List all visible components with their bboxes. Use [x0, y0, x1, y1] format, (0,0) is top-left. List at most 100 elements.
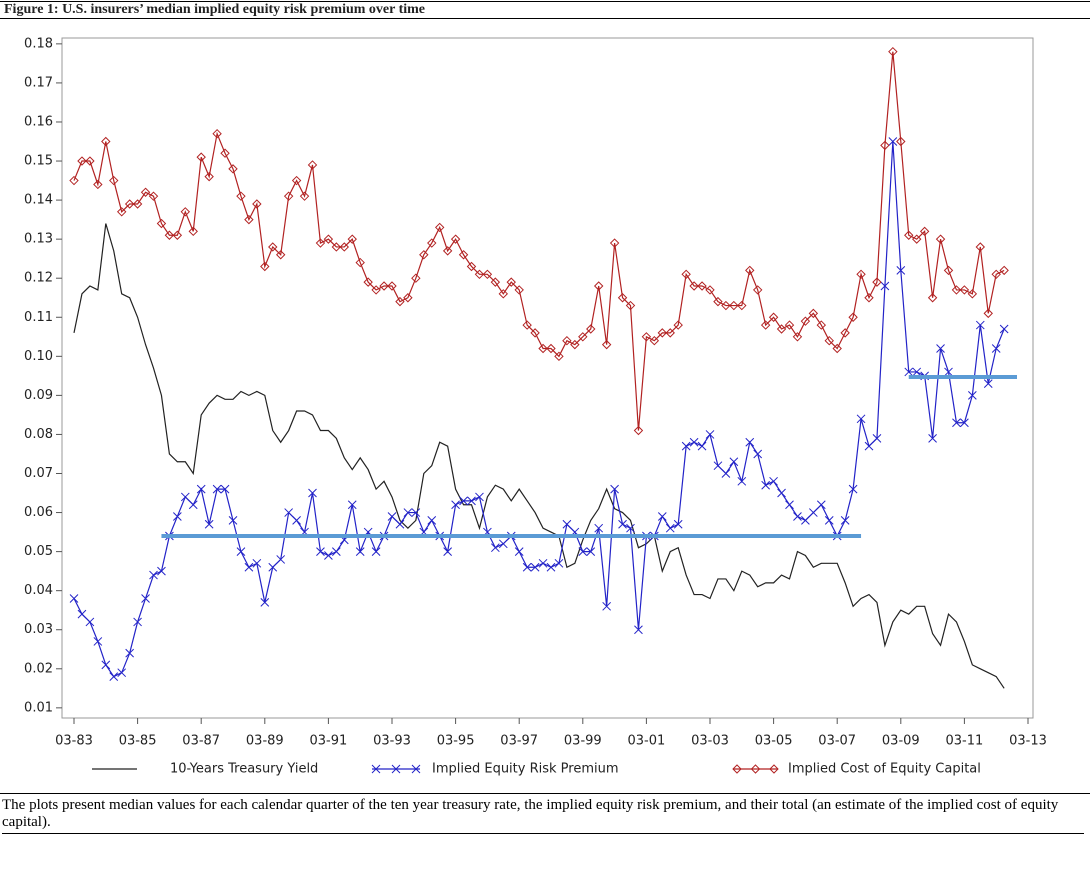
x-tick-label: 03-85 [119, 734, 157, 749]
series-line [73, 51, 1005, 431]
point-marker [657, 512, 667, 521]
point-marker [149, 570, 158, 580]
point-marker [816, 320, 827, 330]
point-marker [586, 324, 596, 334]
y-tick-label: 0.05 [24, 544, 53, 559]
y-tick-label: 0.18 [24, 36, 53, 51]
point-marker [490, 277, 501, 287]
point-marker [522, 562, 532, 572]
point-marker [975, 320, 985, 330]
point-marker [721, 300, 731, 311]
point-marker [602, 601, 612, 611]
point-marker [347, 500, 357, 510]
point-marker [546, 562, 556, 572]
point-marker [347, 234, 357, 244]
point-marker [554, 351, 564, 362]
point-marker [538, 343, 548, 354]
point-marker [729, 300, 739, 311]
legend-marker [750, 764, 761, 774]
point-marker [212, 484, 222, 494]
point-marker [276, 555, 286, 564]
point-marker [617, 293, 628, 303]
point-marker [776, 324, 787, 334]
point-marker [371, 285, 381, 295]
point-marker [641, 332, 652, 342]
point-marker [140, 187, 151, 197]
point-marker [944, 367, 953, 377]
point-marker [911, 234, 922, 244]
x-tick-label: 03-91 [310, 734, 348, 749]
point-marker [681, 269, 691, 280]
y-tick-label: 0.02 [24, 661, 53, 676]
point-marker [204, 171, 214, 182]
point-marker [475, 492, 484, 502]
point-marker [784, 320, 795, 330]
point-marker [808, 308, 819, 319]
point-marker [148, 191, 159, 201]
x-tick-label: 03-83 [55, 734, 93, 749]
point-marker [252, 199, 262, 209]
point-marker [689, 281, 699, 291]
point-marker [626, 523, 635, 533]
point-marker [236, 191, 246, 201]
point-marker [856, 269, 866, 280]
figure: Figure 1: U.S. insurers’ median implied … [0, 1, 1090, 794]
point-marker [792, 332, 803, 342]
point-marker [872, 433, 882, 443]
point-marker [466, 261, 477, 272]
point-marker [275, 250, 286, 260]
caption: The plots present median values for each… [2, 797, 1084, 834]
point-marker [196, 152, 206, 162]
x-tick-label: 03-13 [1009, 734, 1047, 749]
series-line [73, 223, 1005, 689]
point-marker [156, 218, 167, 229]
point-marker [999, 265, 1009, 276]
point-marker [132, 199, 143, 209]
point-marker [936, 344, 945, 353]
point-marker [442, 246, 453, 256]
point-marker [530, 328, 540, 338]
y-tick-label: 0.14 [24, 193, 53, 208]
x-tick-label: 03-09 [882, 734, 920, 749]
point-marker [403, 293, 413, 303]
x-tick-label: 03-95 [437, 734, 475, 749]
point-marker [395, 296, 405, 307]
x-tick-label: 03-07 [818, 734, 856, 749]
point-marker [530, 562, 540, 572]
point-marker [562, 335, 572, 346]
point-marker [387, 512, 397, 521]
point-marker [801, 516, 810, 525]
y-tick-label: 0.04 [24, 583, 53, 598]
point-marker [172, 512, 182, 521]
legend-marker [391, 764, 401, 774]
plot-frame [61, 37, 1034, 719]
figure-title: Figure 1: U.S. insurers’ median implied … [4, 2, 425, 17]
point-marker [467, 496, 476, 506]
point-marker [848, 484, 858, 494]
point-marker [339, 242, 350, 252]
point-marker [721, 469, 731, 478]
legend-marker [732, 764, 742, 774]
x-tick-label: 03-11 [946, 734, 984, 749]
point-marker [832, 343, 842, 354]
point-marker [196, 484, 206, 494]
point-marker [85, 156, 95, 166]
point-marker [737, 476, 747, 486]
point-marker [323, 234, 334, 244]
point-marker [864, 293, 874, 303]
point-marker [324, 551, 333, 560]
point-marker [387, 281, 397, 291]
point-marker [93, 637, 103, 646]
point-marker [824, 335, 834, 346]
point-marker [729, 457, 739, 467]
point-marker [77, 156, 87, 166]
point-marker [164, 230, 175, 240]
point-marker [522, 320, 532, 330]
point-marker [157, 566, 166, 576]
point-marker [713, 461, 723, 471]
point-marker [498, 289, 509, 299]
point-marker [752, 285, 763, 295]
point-marker [888, 46, 898, 57]
point-marker [880, 281, 890, 291]
